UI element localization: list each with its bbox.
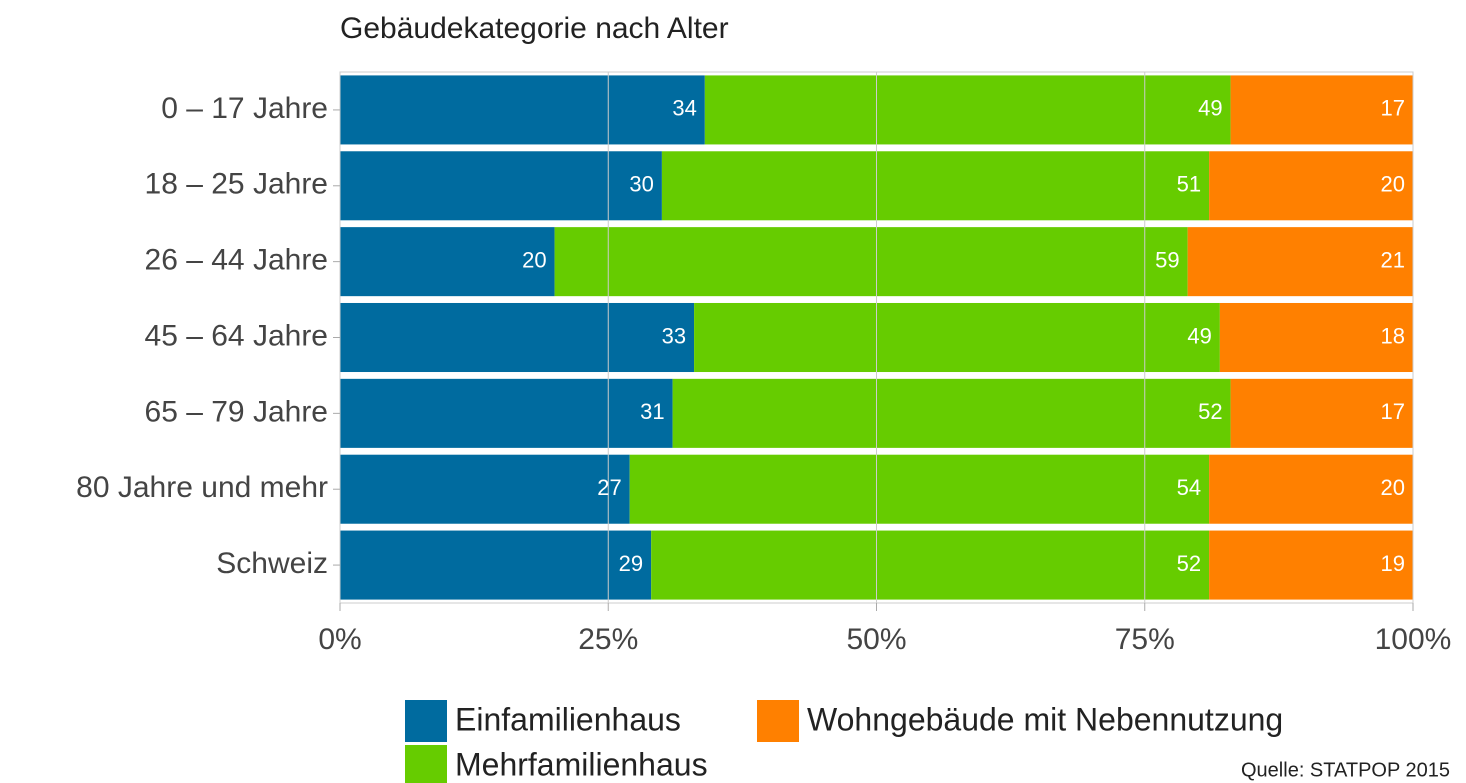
bar-segment	[651, 530, 1210, 600]
y-tick-label: Schweiz	[216, 547, 328, 580]
bar-segment	[340, 227, 555, 297]
legend-swatch	[405, 700, 447, 742]
y-tick-label: 0 – 17 Jahre	[161, 92, 328, 125]
bar-segment	[672, 378, 1231, 448]
data-label: 54	[1177, 475, 1201, 500]
data-label: 17	[1381, 399, 1405, 424]
bar-segment	[340, 378, 673, 448]
bar-segment	[340, 530, 652, 600]
bar-segment	[1187, 227, 1413, 297]
x-tick-label: 100%	[1375, 623, 1452, 656]
data-label: 20	[522, 247, 546, 272]
bar-segment	[629, 454, 1210, 524]
bar-segment	[1209, 530, 1413, 600]
data-label: 30	[629, 172, 653, 197]
bar-segment	[1230, 75, 1413, 145]
data-label: 21	[1381, 247, 1405, 272]
data-label: 31	[640, 399, 664, 424]
data-label: 34	[672, 96, 696, 121]
y-tick-label: 18 – 25 Jahre	[145, 168, 328, 201]
chart-title: Gebäudekategorie nach Alter	[340, 12, 729, 45]
bar-segment	[340, 454, 630, 524]
data-label: 33	[662, 323, 686, 348]
data-label: 20	[1381, 172, 1405, 197]
data-label: 52	[1177, 551, 1201, 576]
bar-segment	[1209, 151, 1413, 221]
x-tick-label: 25%	[578, 623, 638, 656]
bars	[340, 75, 1413, 600]
y-tick-label: 80 Jahre und mehr	[76, 471, 328, 504]
bar-segment	[1219, 302, 1413, 373]
y-tick-label: 45 – 64 Jahre	[145, 319, 328, 352]
bar-segment	[1209, 454, 1413, 524]
data-label: 20	[1381, 475, 1405, 500]
legend-swatch	[757, 700, 799, 742]
x-tick-label: 50%	[846, 623, 906, 656]
data-label: 52	[1198, 399, 1222, 424]
bar-segment	[1230, 378, 1413, 448]
data-label: 18	[1381, 323, 1405, 348]
bar-segment	[340, 302, 695, 373]
data-label: 19	[1381, 551, 1405, 576]
data-label: 49	[1187, 323, 1211, 348]
legend-label: Einfamilienhaus	[455, 701, 681, 737]
x-tick-label: 0%	[318, 623, 361, 656]
data-label: 27	[597, 475, 621, 500]
bar-segment	[694, 302, 1220, 373]
source: Quelle: STATPOP 2015	[1241, 759, 1450, 781]
data-label: 51	[1177, 172, 1201, 197]
bar-segment	[340, 75, 705, 145]
legend-label: Wohngebäude mit Nebennutzung	[807, 701, 1283, 737]
y-tick-label: 26 – 44 Jahre	[145, 244, 328, 277]
y-tick-label: 65 – 79 Jahre	[145, 395, 328, 428]
bar-segment	[661, 151, 1210, 221]
bar-segment	[554, 227, 1188, 297]
legend-swatch	[405, 745, 447, 783]
legend-label: Mehrfamilienhaus	[455, 746, 708, 782]
bar-segment	[340, 151, 662, 221]
data-label: 49	[1198, 96, 1222, 121]
data-label: 59	[1155, 247, 1179, 272]
data-label: 17	[1381, 96, 1405, 121]
x-tick-label: 75%	[1115, 623, 1175, 656]
bar-segment	[704, 75, 1231, 145]
data-label: 29	[619, 551, 643, 576]
